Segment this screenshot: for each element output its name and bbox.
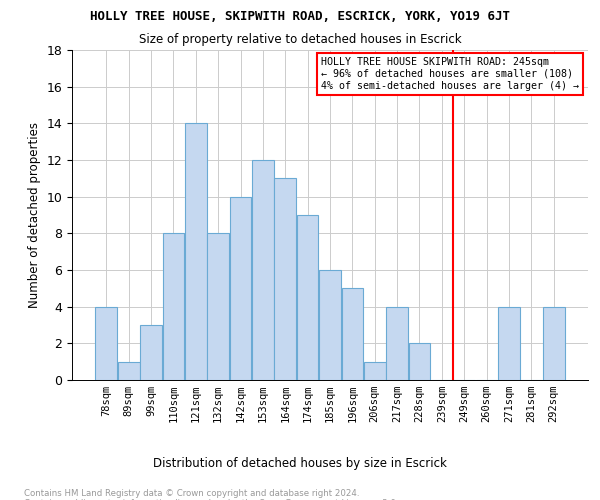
Bar xyxy=(185,124,206,380)
Bar xyxy=(341,288,363,380)
Bar xyxy=(543,306,565,380)
Bar xyxy=(319,270,341,380)
Bar xyxy=(95,306,117,380)
Bar xyxy=(230,196,251,380)
Bar xyxy=(163,234,184,380)
Text: Contains HM Land Registry data © Crown copyright and database right 2024.
Contai: Contains HM Land Registry data © Crown c… xyxy=(24,489,398,500)
Bar xyxy=(118,362,140,380)
Bar xyxy=(297,215,319,380)
Bar xyxy=(274,178,296,380)
Bar xyxy=(409,344,430,380)
Bar xyxy=(252,160,274,380)
Text: HOLLY TREE HOUSE, SKIPWITH ROAD, ESCRICK, YORK, YO19 6JT: HOLLY TREE HOUSE, SKIPWITH ROAD, ESCRICK… xyxy=(90,10,510,23)
Y-axis label: Number of detached properties: Number of detached properties xyxy=(28,122,41,308)
Bar xyxy=(140,325,162,380)
Bar xyxy=(208,234,229,380)
Text: Size of property relative to detached houses in Escrick: Size of property relative to detached ho… xyxy=(139,32,461,46)
Text: Distribution of detached houses by size in Escrick: Distribution of detached houses by size … xyxy=(153,458,447,470)
Bar xyxy=(386,306,408,380)
Text: HOLLY TREE HOUSE SKIPWITH ROAD: 245sqm
← 96% of detached houses are smaller (108: HOLLY TREE HOUSE SKIPWITH ROAD: 245sqm ←… xyxy=(321,58,579,90)
Bar xyxy=(498,306,520,380)
Bar xyxy=(364,362,386,380)
